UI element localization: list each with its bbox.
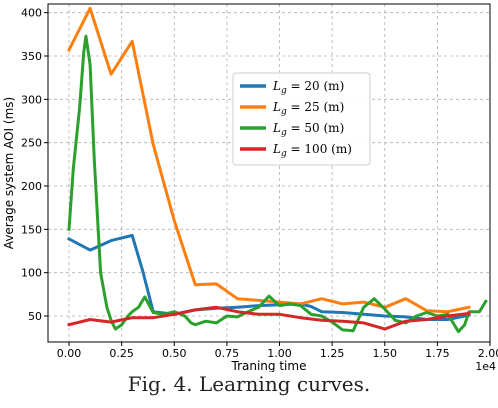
x-tick-label: 0.00 (57, 347, 82, 360)
y-tick-label: 100 (21, 267, 42, 280)
x-axis-label: Traning time (231, 359, 307, 372)
series-line (67, 305, 471, 331)
y-tick-label: 350 (21, 50, 42, 63)
y-tick-label: 150 (21, 223, 42, 236)
plot-frame (47, 3, 491, 343)
series-line (66, 6, 471, 314)
y-axis-label: Average system AOI (ms) (2, 97, 16, 249)
x-tick-label: 0.50 (162, 347, 187, 360)
y-tick-label: 50 (28, 310, 42, 323)
series-line (66, 233, 471, 321)
y-axis-ticks: 50 100 150 200 250 300 350 400 (21, 7, 48, 323)
x-tick-label: 1.50 (373, 347, 398, 360)
y-tick-label: 400 (21, 7, 42, 20)
series-lines (66, 6, 488, 334)
y-tick-label: 250 (21, 137, 42, 150)
y-tick-label: 300 (21, 93, 42, 106)
legend-entry: Lg = 20 (m) (272, 79, 344, 96)
legend-box (232, 72, 371, 166)
x-tick-label: 1.00 (267, 347, 292, 360)
grid-lines (48, 4, 491, 342)
x-tick-label: 0.25 (109, 347, 134, 360)
x-tick-label: 0.75 (215, 347, 240, 360)
x-axis-offset-label: 1e4 (475, 360, 496, 372)
x-tick-label: 1.25 (320, 347, 345, 360)
legend-entry: Lg = 25 (m) (272, 100, 344, 117)
figure-caption: Fig. 4. Learning curves. (127, 372, 371, 396)
legend-entry: Lg = 100 (m) (272, 142, 352, 159)
line-chart: 0.00 0.25 0.50 0.75 1.00 1.25 1.50 1.75 2.00 50 1… (2, 3, 498, 372)
y-tick-label: 200 (21, 180, 42, 193)
x-tick-label: 1.75 (425, 347, 450, 360)
legend: Lg = 20 (m) Lg = 25 (m) Lg = 50 (m) Lg = 10… (232, 72, 371, 166)
series-line (67, 34, 488, 334)
x-tick-label: 2.00 (478, 347, 498, 360)
x-axis-ticks: 0.00 0.25 0.50 0.75 1.00 1.25 1.50 1.75 2.00 (57, 342, 498, 360)
legend-entry: Lg = 50 (m) (272, 121, 344, 138)
